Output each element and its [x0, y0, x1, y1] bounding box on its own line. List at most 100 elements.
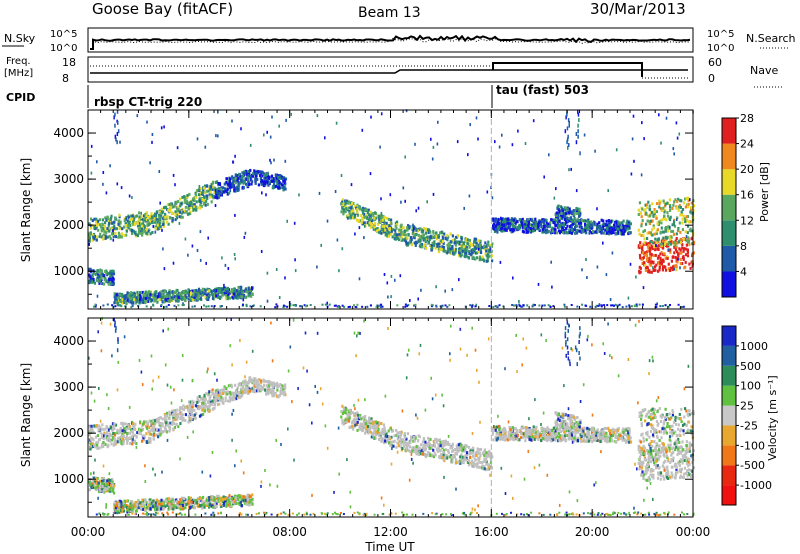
scatter-cell — [570, 304, 573, 306]
scatter-cell — [136, 222, 139, 225]
scatter-cell — [657, 223, 660, 227]
scatter-cell — [432, 243, 435, 247]
scatter-cell — [122, 225, 126, 229]
scatter-cell — [186, 405, 189, 409]
scatter-cell — [593, 223, 597, 227]
scatter-cell — [141, 228, 144, 232]
scatter-cell — [686, 249, 689, 252]
scatter-cell — [657, 269, 660, 273]
scatter-cell — [254, 383, 257, 387]
scatter-cell — [614, 220, 617, 224]
scatter-cell — [652, 224, 655, 228]
scatter-cell — [404, 155, 406, 159]
scatter-cell — [649, 240, 652, 244]
scatter-cell — [156, 300, 159, 304]
scatter-cell — [121, 421, 124, 425]
scatter-cell — [172, 422, 176, 426]
scatter-cell — [89, 275, 92, 279]
scatter-cell — [170, 296, 173, 300]
scatter-cell — [559, 205, 562, 209]
scatter-cell — [174, 210, 177, 214]
scatter-cell — [245, 305, 248, 308]
scatter-cell — [579, 225, 582, 228]
scatter-cell — [546, 230, 549, 234]
scatter-cell — [221, 293, 224, 297]
scatter-cell — [150, 298, 154, 302]
scatter-cell — [247, 388, 250, 392]
scatter-cell — [172, 418, 175, 422]
scatter-cell — [184, 209, 187, 213]
scatter-cell — [449, 247, 452, 251]
scatter-cell — [137, 427, 141, 431]
scatter-cell — [556, 213, 559, 217]
scatter-cell — [346, 208, 349, 212]
scatter-cell — [509, 228, 512, 232]
scatter-cell — [279, 390, 282, 394]
scatter-cell — [100, 269, 103, 273]
scatter-cell — [352, 420, 355, 424]
scatter-cell — [159, 416, 162, 420]
scatter-cell — [95, 441, 98, 445]
scatter-cell — [367, 208, 370, 212]
scatter-cell — [494, 305, 497, 308]
scatter-cell — [176, 408, 179, 412]
scatter-cell — [130, 291, 133, 295]
scatter-cell — [153, 424, 156, 428]
scatter-cell — [205, 392, 208, 396]
scatter-cell — [169, 421, 172, 425]
scatter-cell — [365, 215, 368, 219]
scatter-cell — [675, 206, 678, 210]
scatter-cell — [665, 225, 668, 229]
scatter-cell — [199, 187, 202, 191]
scatter-cell — [192, 400, 195, 404]
scatter-cell — [383, 220, 386, 224]
scatter-cell — [230, 396, 233, 400]
scatter-cell — [334, 304, 337, 307]
scatter-cell — [578, 219, 581, 222]
scatter-cell — [671, 207, 674, 210]
scatter-cell — [267, 382, 270, 385]
scatter-cell — [249, 143, 252, 147]
scatter-cell — [385, 227, 388, 231]
scatter-cell — [119, 220, 122, 224]
scatter-cell — [663, 210, 666, 214]
scatter-cell — [91, 279, 93, 283]
scatter-cell — [613, 223, 616, 227]
scatter-cell — [562, 231, 565, 235]
scatter-cell — [137, 227, 141, 231]
scatter-cell — [545, 218, 548, 222]
scatter-cell — [215, 397, 218, 401]
freq-trace — [90, 69, 688, 74]
scatter-cell — [563, 305, 566, 308]
scatter-cell — [138, 217, 141, 221]
scatter-cell — [184, 289, 187, 293]
colorbar-tick-label: 24 — [740, 138, 754, 151]
scatter-cell — [249, 168, 252, 172]
scatter-cell — [526, 230, 529, 234]
scatter-cell — [214, 393, 217, 396]
scatter-cell — [214, 195, 217, 199]
scatter-cell — [667, 262, 670, 266]
nsky-label: N.Sky — [4, 32, 36, 45]
scatter-cell — [258, 383, 261, 386]
scatter-cell — [631, 137, 634, 141]
scatter-cell — [105, 236, 108, 240]
scatter-cell — [102, 304, 105, 307]
scatter-cell — [438, 239, 441, 243]
scatter-cell — [146, 219, 149, 223]
scatter-cell — [637, 208, 640, 212]
scatter-cell — [138, 431, 141, 435]
scatter-cell — [638, 253, 642, 257]
scatter-cell — [384, 216, 387, 220]
scatter-cell — [108, 229, 111, 233]
scatter-cell — [155, 418, 158, 422]
scatter-cell — [281, 183, 284, 187]
scatter-cell — [111, 304, 114, 307]
scatter-cell — [361, 128, 364, 132]
scatter-cell — [619, 227, 622, 231]
scatter-cell — [475, 116, 478, 120]
scatter-cell — [677, 228, 680, 232]
scatter-cell — [180, 406, 183, 410]
scatter-cell — [691, 242, 694, 246]
